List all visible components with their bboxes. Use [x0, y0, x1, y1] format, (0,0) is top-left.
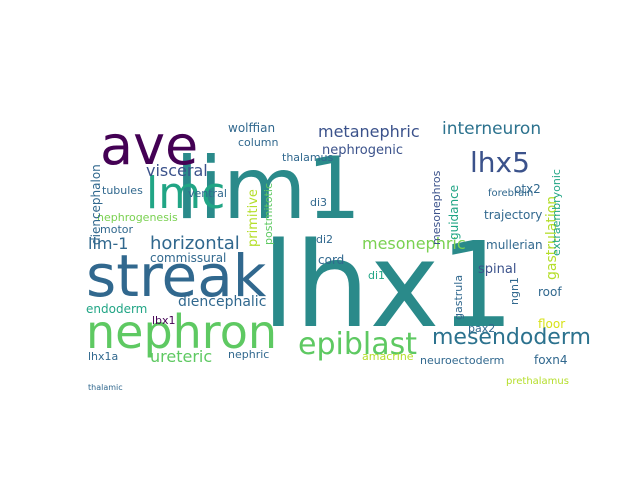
- word-diencephalon: diencephalon: [89, 164, 103, 245]
- word-guidance: guidance: [447, 185, 461, 240]
- word-nephric: nephric: [228, 348, 269, 361]
- word-interneuron: interneuron: [442, 119, 541, 139]
- word-nephrogenic: nephrogenic: [322, 143, 403, 158]
- word-streak: streak: [86, 242, 267, 310]
- word-di1: di1: [368, 269, 385, 282]
- word-ngn1: ngn1: [508, 277, 521, 305]
- word-postmitotic: postmitotic: [262, 183, 275, 245]
- word-mesonephric: mesonephric: [362, 234, 466, 253]
- word-neuroectoderm: neuroectoderm: [420, 354, 504, 367]
- word-ureteric: ureteric: [150, 347, 212, 366]
- word-horizontal: horizontal: [150, 233, 240, 254]
- word-lim-1: lim-1: [88, 234, 128, 253]
- word-spinal: spinal: [478, 262, 516, 277]
- word-diencephalic: diencephalic: [178, 294, 266, 310]
- word-nephron: nephron: [86, 305, 277, 359]
- word-thalamus: thalamus: [282, 151, 334, 164]
- word-otx2: otx2: [514, 182, 541, 196]
- word-wolffian: wolffian: [228, 121, 275, 135]
- word-floor: floor: [538, 317, 565, 331]
- word-nephrogenesis: nephrogenesis: [97, 211, 178, 224]
- word-ventral: ventral: [188, 187, 227, 200]
- word-mullerian: mullerian: [486, 238, 543, 252]
- word-prethalamus: prethalamus: [506, 376, 569, 387]
- word-visceral: visceral: [146, 161, 208, 180]
- word-roof: roof: [538, 285, 562, 299]
- word-metanephric: metanephric: [318, 122, 420, 141]
- word-lhx1a: lhx1a: [88, 350, 118, 363]
- word-thalamic: thalamic: [88, 383, 123, 392]
- word-di3: di3: [310, 196, 327, 209]
- word-endoderm: endoderm: [86, 302, 147, 316]
- word-di2: di2: [316, 233, 333, 246]
- word-primitive: primitive: [246, 189, 261, 247]
- word-trajectory: trajectory: [484, 208, 542, 222]
- word-column: column: [238, 136, 279, 149]
- word-motor: motor: [100, 223, 133, 236]
- word-mesendoderm: mesendoderm: [432, 325, 591, 350]
- word-epiblast: epiblast: [298, 327, 417, 362]
- word-ave: ave: [100, 114, 198, 177]
- word-gastrulation: gastrulation: [544, 196, 560, 280]
- word-mesonephros: mesonephros: [430, 170, 443, 245]
- word-lhx1: lhx1: [262, 216, 514, 354]
- word-gastrula: gastrula: [452, 275, 465, 320]
- word-lim1: lim1: [175, 139, 361, 239]
- word-foxn4: foxn4: [534, 353, 568, 367]
- word-extraembryonic: extraembryonic: [550, 169, 563, 256]
- word-amacrine: amacrine: [362, 350, 414, 363]
- word-lmc: lmc: [146, 168, 225, 219]
- word-lbx1: lbx1: [152, 314, 176, 327]
- word-cord: cord: [318, 253, 344, 267]
- word-tubules: tubules: [102, 184, 143, 197]
- word-lhx5: lhx5: [470, 146, 530, 179]
- word-forebrain: forebrain: [488, 188, 533, 199]
- word-pax2: pax2: [468, 322, 495, 335]
- word-commissural: commissural: [150, 251, 226, 265]
